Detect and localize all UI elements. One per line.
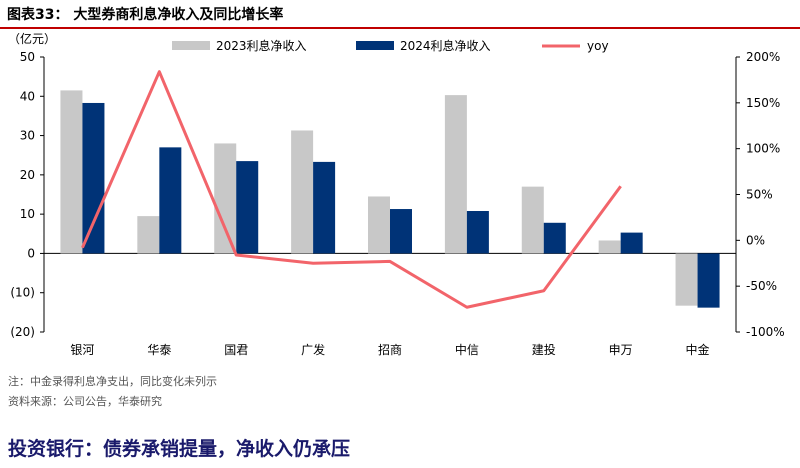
- right-tick-label: 50%: [746, 188, 773, 202]
- category-label: 中金: [686, 342, 710, 357]
- yoy-line: [81, 70, 622, 309]
- notes-block: 注：中金录得利息净支出，同比变化未列示 资料来源：公司公告，华泰研究: [8, 372, 217, 412]
- bar-2023: [598, 240, 621, 254]
- bar-2024: [82, 102, 105, 254]
- category-label: 银河: [70, 343, 94, 357]
- category-label: 国君: [224, 343, 248, 357]
- chart: (20) (10) 0 10 20 30 40 50 -100% -50% 0% 50% 100% 150…: [8, 31, 785, 357]
- left-tick-label: 40: [20, 89, 35, 103]
- bar-2023: [137, 216, 160, 254]
- left-axis-unit: （亿元）: [8, 31, 56, 46]
- note-text: 注：中金录得利息净支出，同比变化未列示: [8, 375, 217, 388]
- bar-2024: [236, 161, 259, 254]
- category-label: 中信: [455, 342, 479, 357]
- title-rule: [0, 27, 800, 29]
- category-label: 华泰: [147, 343, 171, 357]
- bar-2023: [60, 90, 83, 254]
- left-tick-label: (20): [10, 325, 35, 339]
- right-tick-label: 100%: [746, 142, 780, 156]
- right-tick-label: -100%: [746, 325, 785, 339]
- figure-header: 图表33： 大型券商利息净收入及同比增长率: [0, 0, 800, 29]
- bar-2024: [466, 211, 489, 254]
- bar-2024: [390, 209, 412, 254]
- bar-2024: [697, 253, 720, 308]
- legend-label-2023: 2023利息净收入: [216, 38, 307, 53]
- bar-2023: [444, 95, 467, 254]
- legend-swatch-2024: [356, 41, 394, 50]
- category-label: 广发: [301, 342, 325, 357]
- bar-2023: [214, 143, 237, 254]
- legend-label-2024: 2024利息净收入: [400, 38, 491, 53]
- left-tick-label: 30: [20, 129, 35, 143]
- category-label: 招商: [378, 342, 402, 357]
- bar-2023: [675, 253, 698, 306]
- section-heading: 投资银行：债券承销提量，净收入仍承压: [8, 438, 351, 460]
- left-tick-label: 0: [27, 246, 35, 260]
- left-tick-label: 50: [20, 50, 35, 64]
- right-tick-label: 150%: [746, 96, 780, 110]
- category-label: 申万: [609, 343, 633, 357]
- bar-2023: [521, 186, 544, 254]
- bar-2023: [291, 130, 314, 254]
- right-tick-label: -50%: [746, 279, 777, 293]
- legend-label-yoy: yoy: [587, 39, 609, 53]
- source-text: 资料来源：公司公告，华泰研究: [8, 395, 162, 408]
- left-tick-label: 10: [20, 207, 35, 221]
- bar-2024: [543, 222, 566, 254]
- legend-swatch-2023: [172, 41, 210, 50]
- bar-2024: [159, 147, 182, 254]
- figure-title: 图表33： 大型券商利息净收入及同比增长率: [7, 7, 284, 23]
- left-tick-label: (10): [10, 286, 35, 300]
- category-label: 建投: [532, 342, 556, 357]
- left-tick-label: 20: [20, 168, 35, 182]
- bar-2023: [368, 196, 390, 254]
- right-tick-label: 0%: [746, 233, 765, 247]
- bar-2024: [313, 161, 336, 254]
- right-tick-label: 200%: [746, 50, 780, 64]
- bar-2024: [620, 232, 643, 254]
